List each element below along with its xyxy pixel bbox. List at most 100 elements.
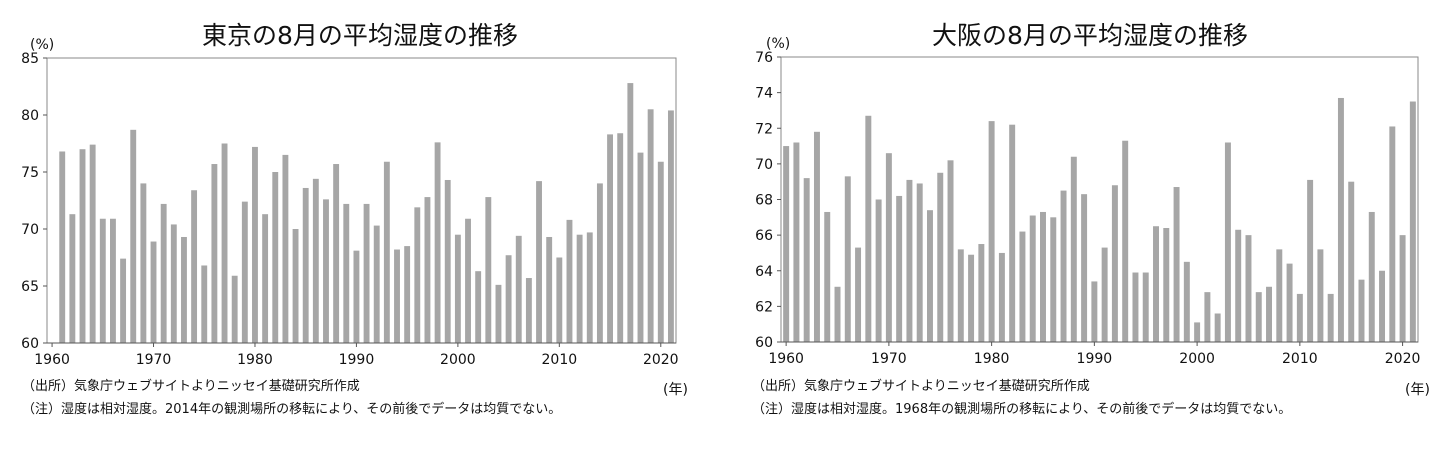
- bar-2013: [1327, 293, 1334, 342]
- bar-1995: [404, 246, 411, 343]
- bar-1962: [69, 214, 76, 343]
- bar-1965: [99, 218, 106, 343]
- y-tick-label: 60: [21, 336, 39, 352]
- y-tick-label: 66: [755, 228, 773, 244]
- bar-1967: [855, 247, 862, 342]
- bar-1978: [968, 254, 975, 342]
- y-tick-label: 70: [21, 222, 39, 238]
- bar-1967: [120, 258, 127, 343]
- tokyo-humidity-bar-chart: 60 65 70 75 80 85 1960 1970 1980 1990 2000 2010 2020: [21, 51, 679, 368]
- bar-1961: [793, 142, 800, 342]
- bar-2004: [495, 284, 502, 343]
- bar-1973: [916, 183, 923, 342]
- bar-1966: [844, 176, 851, 342]
- bar-1991: [1101, 247, 1108, 342]
- bar-1982: [1009, 124, 1016, 342]
- y-tick-label: 68: [755, 193, 773, 209]
- x-tick-label: 1980: [974, 351, 1010, 367]
- bar-1980: [988, 121, 995, 343]
- bar-1985: [302, 187, 309, 343]
- bar-2021: [1409, 101, 1416, 342]
- bar-1978: [231, 275, 238, 343]
- bar-1963: [79, 149, 86, 343]
- y-tick-label: 65: [21, 279, 39, 295]
- bar-2013: [586, 232, 593, 343]
- bar-1989: [1081, 194, 1088, 342]
- bar-2000: [1194, 322, 1201, 342]
- bar-2005: [1245, 235, 1252, 343]
- bar-2010: [1296, 293, 1303, 342]
- bar-1987: [1060, 190, 1067, 342]
- y-tick-label: 75: [21, 165, 39, 181]
- chart-title: 大阪の8月の平均湿度の推移: [932, 21, 1248, 50]
- bar-1997: [1163, 228, 1170, 342]
- bar-1965: [834, 286, 841, 342]
- x-tick-label: 2000: [440, 352, 476, 368]
- bar-1986: [1050, 217, 1057, 342]
- bar-2020: [1399, 235, 1406, 343]
- bar-1968: [865, 115, 872, 342]
- bar-2010: [556, 257, 563, 343]
- x-tick-label: 1990: [1077, 351, 1113, 367]
- bar-1987: [323, 199, 329, 343]
- x-axis-unit: (年): [1405, 382, 1430, 398]
- bar-1990: [1091, 281, 1098, 342]
- tokyo-chart-panel: 東京の8月の平均湿度の推移 (%) 60 65 70 75 80 85 1960 1970 19…: [0, 0, 720, 455]
- bar-1974: [191, 190, 198, 343]
- bar-1984: [292, 229, 299, 343]
- bar-1989: [343, 203, 350, 343]
- bar-1979: [978, 244, 985, 342]
- bar-1977: [221, 143, 228, 343]
- bar-2002: [475, 271, 482, 343]
- bar-1992: [373, 225, 380, 343]
- bar-2005: [505, 255, 512, 343]
- x-tick-label: 2010: [1282, 351, 1318, 367]
- bar-1972: [170, 224, 177, 343]
- x-tick-label: 2000: [1179, 351, 1215, 367]
- bar-2006: [515, 235, 522, 343]
- bar-1963: [813, 131, 820, 342]
- bar-1970: [150, 241, 157, 343]
- bar-2018: [1379, 270, 1386, 342]
- bar-1971: [160, 203, 167, 343]
- bar-1962: [803, 178, 810, 342]
- bar-1998: [434, 142, 441, 343]
- bar-2019: [1389, 126, 1396, 342]
- x-axis-unit: (年): [663, 382, 688, 398]
- bar-2012: [576, 234, 583, 343]
- bar-1971: [896, 195, 903, 342]
- bar-1961: [59, 151, 66, 343]
- y-tick-label: 64: [755, 264, 773, 280]
- bar-2000: [454, 234, 461, 343]
- x-tick-label: 2020: [1385, 351, 1421, 367]
- bar-1973: [181, 236, 187, 343]
- bar-1976: [211, 164, 218, 343]
- bar-1964: [824, 211, 831, 342]
- bar-2003: [1224, 142, 1231, 342]
- bar-1997: [424, 197, 431, 343]
- y-tick-label: 70: [755, 157, 773, 173]
- chart-title: 東京の8月の平均湿度の推移: [202, 21, 518, 50]
- bar-1966: [110, 218, 116, 343]
- x-tick-label: 1970: [871, 351, 907, 367]
- bar-2014: [596, 183, 603, 343]
- x-tick-label: 2020: [643, 352, 679, 368]
- y-axis-unit: (%): [30, 37, 55, 53]
- bar-1988: [333, 164, 340, 343]
- bar-2016: [1358, 279, 1365, 342]
- bar-1990: [353, 250, 360, 343]
- bar-1979: [241, 201, 248, 343]
- x-tick-label: 1990: [339, 352, 375, 368]
- bar-1968: [130, 129, 137, 343]
- bar-1994: [394, 249, 400, 343]
- bar-1995: [1142, 272, 1149, 342]
- x-tick-label: 1960: [34, 352, 70, 368]
- bar-1996: [1153, 226, 1159, 342]
- bar-2014: [1337, 97, 1344, 342]
- bar-1975: [937, 172, 944, 342]
- y-tick-label: 62: [755, 299, 773, 315]
- bar-2009: [546, 236, 553, 343]
- source-note: （出所）気象庁ウェブサイトよりニッセイ基礎研究所作成: [22, 379, 360, 394]
- bar-2021: [667, 110, 674, 343]
- bar-1983: [282, 154, 289, 343]
